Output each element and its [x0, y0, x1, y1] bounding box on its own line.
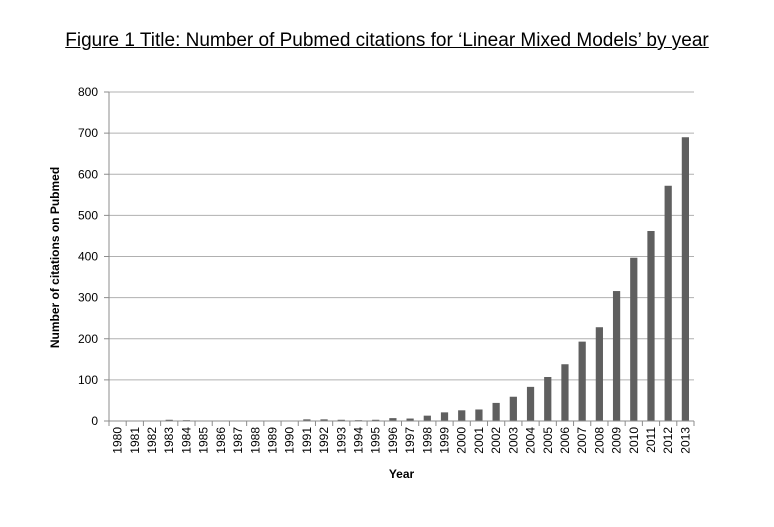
x-tick-label: 1989	[265, 427, 279, 454]
bar-2001	[475, 409, 483, 421]
y-tick-label: 300	[78, 291, 98, 305]
x-tick-label: 1986	[214, 427, 228, 454]
bar-series	[148, 137, 690, 422]
bar-1998	[423, 415, 431, 421]
x-tick-label: 1991	[300, 427, 314, 454]
x-tick-label: 2005	[541, 427, 555, 454]
x-tick-label: 1998	[420, 427, 434, 454]
x-tick-label: 1995	[369, 427, 383, 454]
x-tick-label: 2009	[610, 427, 624, 454]
y-tick-label: 700	[78, 126, 98, 140]
x-tick-label: 1993	[334, 427, 348, 454]
bar-2008	[595, 327, 603, 421]
y-tick-label: 800	[78, 85, 98, 99]
x-tick-label: 2011	[644, 427, 658, 453]
bar-1992	[320, 419, 328, 421]
y-tick-label: 200	[78, 332, 98, 346]
bar-2004	[526, 386, 535, 421]
x-tick-label: 2012	[661, 427, 675, 454]
bar-2009	[612, 291, 621, 421]
chart-title: Figure 1 Title: Number of Pubmed citatio…	[65, 30, 709, 51]
y-tick-label: 0	[91, 414, 98, 428]
x-tick-label: 2008	[592, 427, 606, 454]
x-tick-label: 2004	[524, 427, 538, 454]
bar-2007	[578, 341, 586, 421]
x-tick-label: 1984	[179, 427, 193, 454]
bar-2006	[561, 364, 569, 421]
bar-1999	[440, 412, 449, 421]
x-tick-label: 1983	[162, 427, 176, 454]
x-tick-label: 2013	[678, 427, 692, 454]
axes	[104, 91, 695, 426]
bar-1993	[337, 419, 345, 421]
bar-2003	[509, 396, 517, 421]
x-tick-label: 2007	[575, 427, 589, 454]
bar-1991	[303, 419, 311, 421]
bar-2010	[630, 257, 638, 421]
bar-2005	[544, 376, 552, 421]
bar-2011	[647, 231, 655, 421]
x-tick-label: 1997	[403, 427, 417, 454]
x-tick-label: 1988	[248, 427, 262, 454]
bar-2012	[664, 185, 672, 421]
x-tick-label: 1996	[386, 427, 400, 454]
bar-1995	[372, 419, 380, 421]
x-tick-label: 2010	[627, 427, 641, 454]
bar-2002	[492, 402, 500, 421]
x-tick-label: 1982	[145, 427, 159, 454]
x-tick-label: 2003	[506, 427, 520, 454]
y-tick-label: 400	[78, 250, 98, 264]
bar-1997	[406, 418, 414, 421]
x-tick-label: 1999	[438, 427, 452, 454]
x-tick-label: 1981	[128, 427, 142, 454]
y-tick-label: 100	[78, 373, 98, 387]
x-tick-label: 1987	[231, 427, 245, 454]
y-tick-labels: 0 100 200 300 400 500 600 700 800	[78, 85, 98, 428]
bar-2000	[458, 410, 466, 421]
x-tick-label: 1985	[197, 427, 211, 454]
bar-1983	[165, 419, 173, 421]
x-tick-label: 1992	[317, 427, 331, 454]
y-tick-label: 500	[78, 208, 98, 222]
x-axis-title: Year	[389, 467, 415, 481]
x-tick-labels: 1980 1981 1982 1983 1984 1985 1986 1987 1988 1989…	[111, 427, 693, 454]
gridlines	[109, 91, 694, 381]
x-tick-label: 1990	[283, 427, 297, 454]
bar-2013	[681, 137, 690, 422]
x-tick-label: 2000	[455, 427, 469, 454]
x-tick-label: 2006	[558, 427, 572, 454]
y-tick-label: 600	[78, 167, 98, 181]
x-tick-label: 2001	[472, 427, 486, 454]
bar-1996	[389, 418, 397, 421]
x-tick-label: 1980	[111, 427, 125, 454]
x-tick-label: 1994	[351, 427, 365, 454]
y-axis-title: Number of citations on Pubmed	[48, 167, 62, 348]
x-tick-label: 2002	[489, 427, 503, 454]
